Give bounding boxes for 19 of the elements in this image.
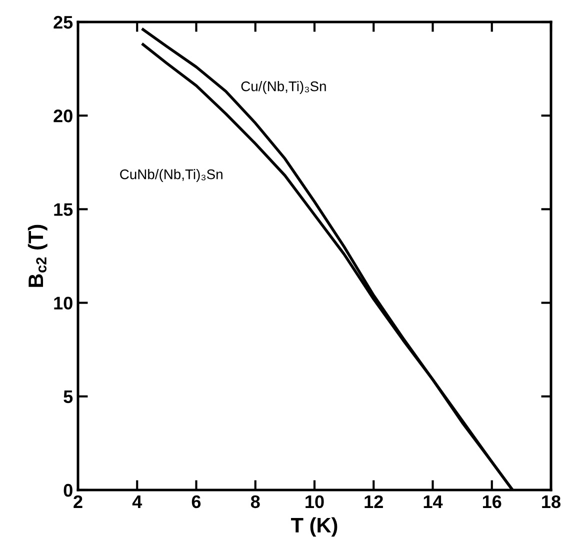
y-axis-title: B$_{c2}$ (T) [28, 224, 48, 287]
x-tick-label: 2 [74, 495, 82, 508]
x-tick-label: 8 [250, 495, 260, 508]
x-tick-label: 18 [542, 495, 560, 508]
y-tick-label: 0 [64, 484, 72, 497]
y-tick-label: 5 [64, 390, 73, 404]
x-tick-label: 10 [306, 495, 324, 508]
x-tick-label: 14 [424, 496, 443, 508]
x-tick-label: 16 [482, 495, 502, 508]
x-tick-label: 4 [132, 496, 142, 508]
y-tick-label: 20 [54, 110, 72, 122]
y-tick-label: 25 [54, 16, 73, 29]
x-tick-label: 6 [192, 495, 201, 508]
y-tick-label: 10 [54, 296, 72, 310]
x-axis-title: T (K) [291, 517, 338, 537]
x-tick-label: 12 [364, 495, 383, 508]
text: CuNb/(Nb,Ti)₃Sn [120, 169, 222, 182]
series-label: Cu/(Nb,Ti)₃Sn [241, 81, 326, 94]
y-tick-label: 15 [54, 203, 73, 216]
